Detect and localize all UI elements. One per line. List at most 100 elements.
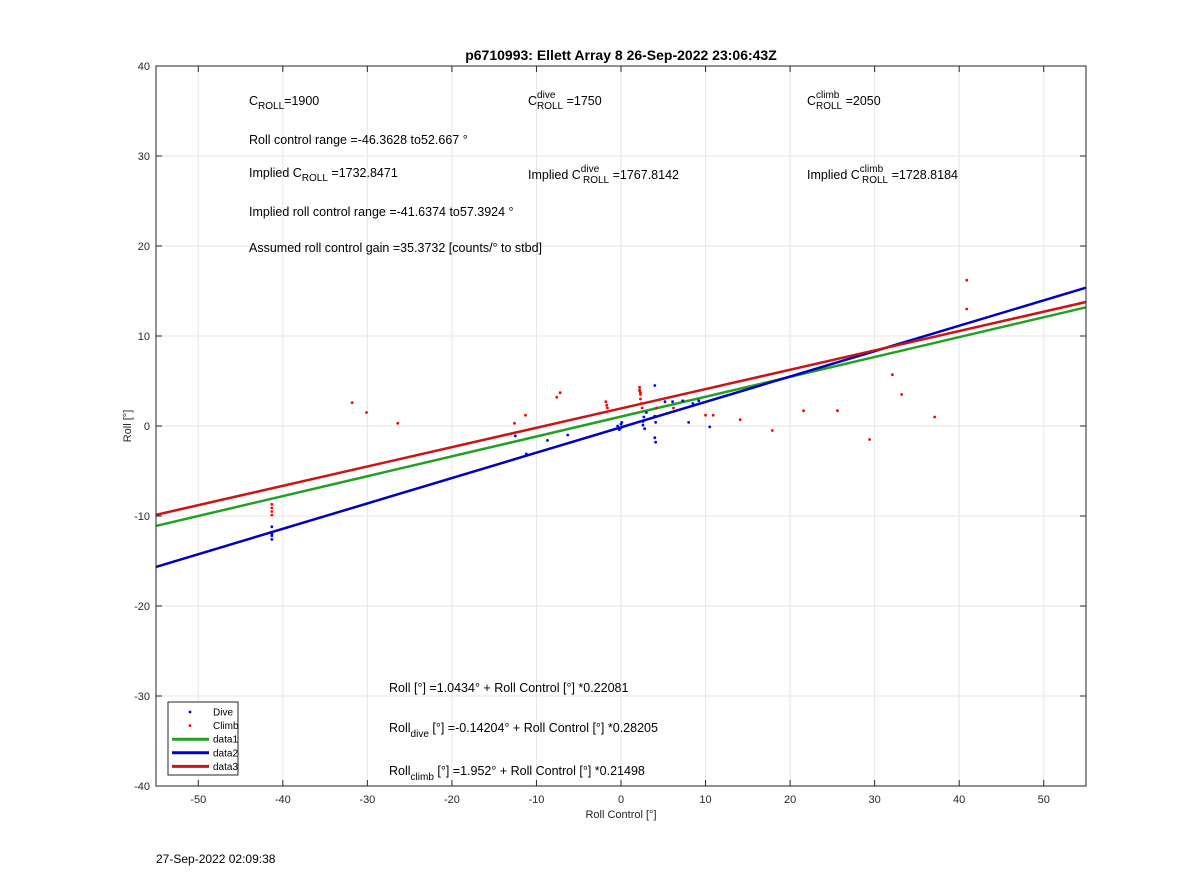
dive-point bbox=[691, 402, 695, 405]
implied-c-roll-climb-sub: ROLL bbox=[862, 175, 889, 186]
dive-point bbox=[671, 400, 674, 404]
climb-point bbox=[711, 413, 715, 417]
dive-point bbox=[641, 423, 645, 427]
fit-climb-annotation: Rollclimb [°] =1.952° + Roll Control [°]… bbox=[389, 764, 645, 783]
dive-point bbox=[566, 433, 570, 437]
c-roll-dive-value: =1750 bbox=[563, 94, 602, 108]
y-tick-label: -20 bbox=[134, 601, 150, 613]
implied-c-roll-dive-annotation: Implied Cdive ROLL =1767.8142 bbox=[528, 164, 679, 186]
climb-point bbox=[605, 403, 609, 407]
x-tick-label: -10 bbox=[529, 794, 545, 806]
fit-line-data3 bbox=[155, 300, 1087, 517]
y-tick-label: 40 bbox=[138, 61, 150, 73]
climb-point bbox=[890, 373, 894, 377]
dive-point bbox=[616, 424, 620, 428]
dive-point bbox=[653, 414, 657, 418]
legend-label-climb: Climb bbox=[213, 721, 239, 732]
c-roll-climb-sub: ROLL bbox=[816, 101, 843, 112]
implied-c-roll-pre: Implied C bbox=[249, 166, 302, 180]
x-tick-label: 0 bbox=[618, 794, 624, 806]
roll-range-annotation: Roll control range =-46.3628 to52.667 ° bbox=[249, 133, 468, 147]
fit-line-data1 bbox=[155, 306, 1087, 528]
c-roll-climb-annotation: Cclimb ROLL =2050 bbox=[807, 90, 881, 112]
climb-point bbox=[704, 413, 707, 417]
legend-label-data2: data2 bbox=[213, 748, 238, 759]
climb-point bbox=[270, 506, 274, 510]
x-tick-label: 30 bbox=[869, 794, 881, 806]
x-tick-label: 10 bbox=[699, 794, 711, 806]
climb-point bbox=[350, 401, 354, 404]
legend-marker-dive bbox=[188, 710, 192, 714]
c-roll-dive-sup: dive bbox=[537, 90, 556, 101]
legend-items: Dive Climb data1 data2 data3 bbox=[172, 708, 239, 773]
implied-c-roll-dive-pre: Implied C bbox=[528, 168, 581, 182]
fit-dive-sub: dive bbox=[411, 729, 430, 740]
fit-climb-sub: climb bbox=[411, 772, 435, 783]
dive-point bbox=[687, 421, 691, 424]
dive-point bbox=[524, 452, 528, 456]
dive-point bbox=[681, 399, 685, 403]
y-tick-label: 30 bbox=[138, 151, 150, 163]
c-roll-main: C bbox=[249, 94, 258, 108]
dive-point bbox=[653, 384, 657, 387]
climb-point bbox=[555, 395, 559, 399]
dive-point bbox=[708, 425, 712, 429]
climb-point bbox=[638, 385, 641, 389]
legend: Dive Climb data1 data2 data3 bbox=[167, 701, 239, 776]
dive-point bbox=[620, 421, 624, 424]
x-tick-label: -50 bbox=[190, 794, 206, 806]
c-roll-dive-sub: ROLL bbox=[537, 101, 564, 112]
climb-point bbox=[558, 391, 562, 395]
climb-point bbox=[270, 510, 274, 513]
dive-point bbox=[513, 434, 517, 438]
implied-c-roll-value: =1732.8471 bbox=[328, 166, 398, 180]
legend-marker-climb bbox=[188, 724, 192, 727]
climb-point bbox=[396, 421, 400, 425]
implied-c-roll-climb-pre: Implied C bbox=[807, 168, 860, 182]
x-tick-label: 40 bbox=[953, 794, 965, 806]
y-tick-label: -10 bbox=[134, 511, 150, 523]
fit-dive-value: [°] =-0.14204° + Roll Control [°] *0.282… bbox=[429, 721, 658, 735]
fit-dive-pre: Roll bbox=[389, 721, 411, 735]
axis-ticks: -50 -40 -30 -20 -10 0 10 20 30 40 50 -40 -30 -20 -10 0 1… bbox=[134, 61, 1086, 806]
fit-climb-pre: Roll bbox=[389, 764, 411, 778]
implied-c-roll-climb-value: =1728.8184 bbox=[888, 168, 958, 182]
gain-annotation: Assumed roll control gain =35.3732 [coun… bbox=[249, 241, 542, 255]
dive-point bbox=[641, 420, 645, 423]
legend-label-data1: data1 bbox=[213, 735, 238, 746]
climb-point bbox=[639, 402, 643, 405]
climb-point bbox=[270, 502, 274, 506]
legend-label-dive: Dive bbox=[213, 708, 233, 719]
implied-c-roll-dive-value: =1767.8142 bbox=[609, 168, 679, 182]
c-roll-dive-annotation: Cdive ROLL =1750 bbox=[528, 90, 602, 112]
x-tick-label: -30 bbox=[359, 794, 375, 806]
climb-point bbox=[606, 406, 609, 410]
fit-climb-value: [°] =1.952° + Roll Control [°] *0.21498 bbox=[434, 764, 645, 778]
dive-point bbox=[617, 428, 621, 431]
fit-dive-annotation: Rolldive [°] =-0.14204° + Roll Control [… bbox=[389, 721, 658, 740]
dive-point bbox=[270, 538, 274, 541]
implied-c-roll-sub: ROLL bbox=[302, 173, 329, 184]
data-points bbox=[270, 278, 969, 541]
c-roll-value: =1900 bbox=[284, 94, 319, 108]
climb-point bbox=[933, 415, 937, 419]
climb-point bbox=[639, 397, 642, 401]
implied-range-annotation: Implied roll control range =-41.6374 to5… bbox=[249, 205, 514, 219]
climb-point bbox=[802, 409, 806, 413]
c-roll-climb-sup: climb bbox=[816, 90, 840, 101]
climb-point bbox=[604, 400, 608, 404]
climb-point bbox=[639, 391, 642, 395]
implied-c-roll-annotation: Implied CROLL =1732.8471 bbox=[249, 166, 398, 184]
chart-title: p6710993: Ellett Array 8 26-Sep-2022 23:… bbox=[465, 47, 777, 63]
climb-point bbox=[513, 421, 516, 425]
climb-point bbox=[965, 307, 969, 311]
climb-point bbox=[836, 409, 839, 413]
c-roll-sub: ROLL bbox=[258, 101, 285, 112]
implied-c-roll-climb-annotation: Implied Cclimb ROLL =1728.8184 bbox=[807, 164, 958, 186]
c-roll-dive-main: C bbox=[528, 94, 537, 108]
y-tick-label: -30 bbox=[134, 691, 150, 703]
climb-point bbox=[640, 406, 644, 410]
x-tick-label: 50 bbox=[1038, 794, 1050, 806]
dive-point bbox=[654, 440, 658, 444]
implied-c-roll-dive-sub: ROLL bbox=[583, 175, 610, 186]
